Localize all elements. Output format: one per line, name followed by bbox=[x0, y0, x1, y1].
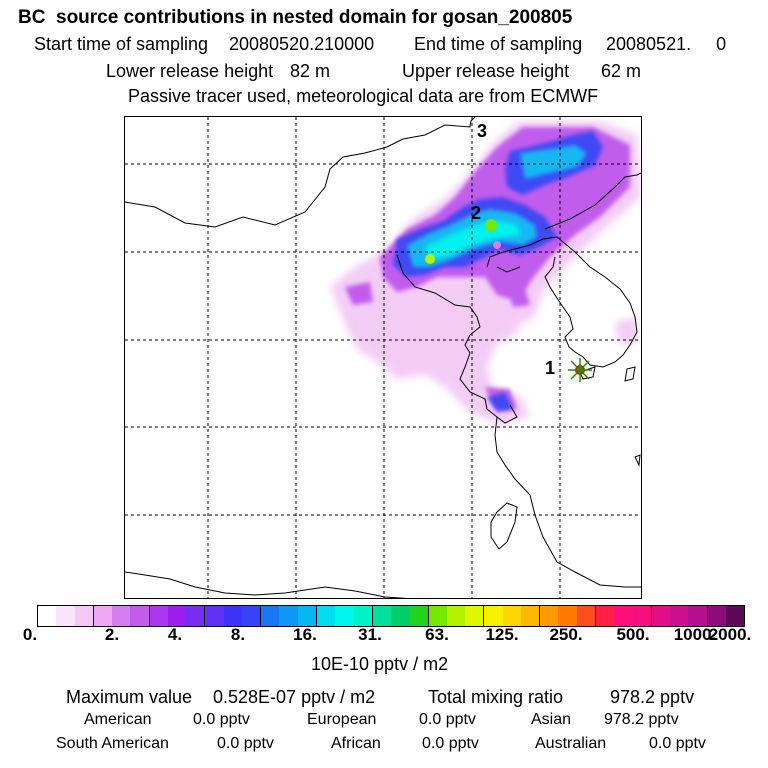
colorbar-cell bbox=[428, 606, 447, 626]
start-time-value: 20080520.210000 bbox=[229, 34, 375, 54]
colorbar-cell bbox=[391, 606, 410, 626]
colorbar-tick: 0. bbox=[22, 625, 38, 644]
colorbar-cell bbox=[520, 606, 541, 626]
total-mixing-value: 978.2 pptv bbox=[610, 687, 695, 707]
region-value: 0.0 pptv bbox=[217, 735, 274, 752]
colorbar-cell bbox=[56, 606, 75, 626]
marker-label-3: 3 bbox=[477, 121, 487, 141]
colorbar-cell bbox=[632, 606, 652, 626]
hotspot-green bbox=[485, 219, 497, 231]
colorbar-cell bbox=[614, 606, 633, 626]
upper-height-label: Upper release height bbox=[402, 61, 570, 81]
colorbar-cell bbox=[205, 606, 224, 626]
colorbar-tick: 16. bbox=[293, 625, 317, 644]
colorbar-cell bbox=[223, 606, 242, 626]
colorbar-cell bbox=[595, 606, 615, 626]
map-canvas: 3 2 1 bbox=[125, 117, 641, 598]
hotspot-yellowgreen bbox=[425, 254, 435, 264]
region-value: 978.2 pptv bbox=[604, 711, 679, 728]
colorbar-cell bbox=[167, 606, 187, 626]
colorbar-cell bbox=[279, 606, 298, 626]
map-panel: 3 2 1 bbox=[124, 116, 642, 599]
colorbar-cell bbox=[112, 606, 131, 626]
colorbar-cell bbox=[130, 606, 150, 626]
colorbar-cell bbox=[409, 606, 429, 626]
colorbar-cell bbox=[558, 606, 577, 626]
upper-height-value: 62 m bbox=[601, 61, 642, 81]
region-name: Australian bbox=[535, 735, 607, 752]
colorbar-cell bbox=[335, 606, 354, 626]
colorbar-tick: 2000. bbox=[708, 625, 752, 644]
region-value: 0.0 pptv bbox=[419, 711, 476, 728]
max-value-label: Maximum value bbox=[66, 687, 193, 707]
colorbar-tick: 31. bbox=[358, 625, 382, 644]
tracer-note: Passive tracer used, meteorological data… bbox=[128, 86, 599, 106]
end-time-label: End time of sampling bbox=[414, 34, 583, 54]
colorbar-cell bbox=[353, 606, 373, 626]
region-name: South American bbox=[56, 735, 169, 752]
colorbar-cell bbox=[725, 606, 745, 626]
colorbar-cell bbox=[316, 606, 336, 626]
colorbar-tick: 2. bbox=[104, 625, 120, 644]
colorbar-cell bbox=[576, 606, 596, 626]
colorbar-unit: 10E-10 pptv / m2 bbox=[311, 654, 449, 674]
region-value: 0.0 pptv bbox=[193, 711, 250, 728]
colorbar-cell bbox=[446, 606, 466, 626]
colorbar-cell bbox=[707, 606, 726, 626]
lower-height-label: Lower release height bbox=[106, 61, 274, 81]
colorbar-tick: 4. bbox=[167, 625, 183, 644]
region-name: European bbox=[307, 711, 377, 728]
plot-title: BC source contributions in nested domain… bbox=[18, 7, 573, 28]
region-value: 0.0 pptv bbox=[422, 735, 479, 752]
total-mixing-label: Total mixing ratio bbox=[428, 687, 564, 707]
colorbar-cell bbox=[651, 606, 671, 626]
colorbar-tick: 1000. bbox=[673, 625, 717, 644]
colorbar-tick: 250. bbox=[549, 625, 583, 644]
marker-label-2: 2 bbox=[471, 203, 481, 223]
colorbar-tick: 500. bbox=[616, 625, 650, 644]
colorbar-cell bbox=[38, 606, 57, 626]
colorbar-cell bbox=[186, 606, 206, 626]
colorbar-cell bbox=[540, 606, 559, 626]
end-time-value: 20080521. 0 bbox=[606, 34, 727, 54]
colorbar-cell bbox=[502, 606, 521, 626]
colorbar-cell bbox=[484, 606, 503, 626]
region-name: American bbox=[84, 711, 152, 728]
colorbar-cell bbox=[688, 606, 708, 626]
star-burst-icon bbox=[568, 358, 592, 382]
region-value: 0.0 pptv bbox=[649, 735, 706, 752]
marker-label-1: 1 bbox=[545, 358, 555, 378]
colorbar-tick: 8. bbox=[230, 625, 246, 644]
colorbar-cell bbox=[297, 606, 317, 626]
colorbar-cell bbox=[93, 606, 113, 626]
max-value: 0.528E-07 pptv / m2 bbox=[213, 687, 376, 707]
region-name: African bbox=[331, 735, 381, 752]
colorbar-cell bbox=[241, 606, 262, 626]
map-gridlines bbox=[125, 117, 641, 598]
region-name: Asian bbox=[531, 711, 572, 728]
colorbar-tick: 125. bbox=[485, 625, 519, 644]
colorbar-cell bbox=[74, 606, 94, 626]
colorbar-tick: 63. bbox=[425, 625, 449, 644]
colorbar-cell bbox=[465, 606, 485, 626]
colorbar-cell bbox=[149, 606, 168, 626]
start-time-label: Start time of sampling bbox=[34, 34, 209, 54]
colorbar-cell bbox=[670, 606, 689, 626]
map-boundaries bbox=[125, 117, 641, 598]
hotspot-purple bbox=[493, 241, 501, 249]
lower-height-value: 82 m bbox=[290, 61, 331, 81]
colorbar bbox=[37, 605, 745, 627]
colorbar-cell bbox=[372, 606, 392, 626]
colorbar-cell bbox=[261, 606, 280, 626]
